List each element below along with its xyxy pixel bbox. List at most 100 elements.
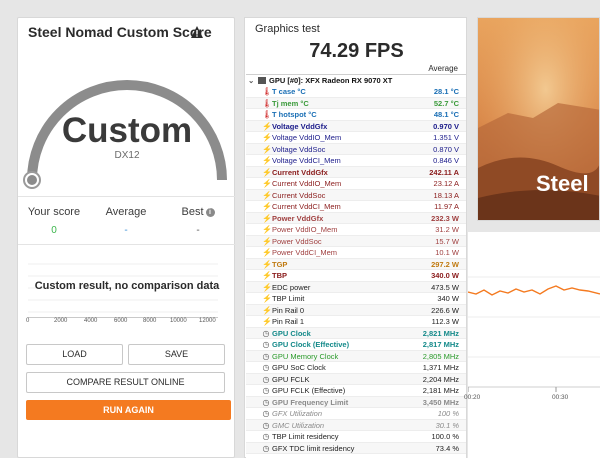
your-score-value: 0 bbox=[51, 225, 57, 236]
fps-value: 74.29 FPS bbox=[309, 40, 404, 62]
warning-icon[interactable] bbox=[190, 25, 204, 39]
sensor-row[interactable]: ◷ TBP Limit residency 100.0 % bbox=[246, 431, 466, 443]
sensor-row[interactable]: ⚡ Voltage VddCI_Mem 0.846 V bbox=[246, 155, 466, 167]
axis-tick: 2000 bbox=[54, 318, 68, 324]
sensor-name: Current VddIO_Mem bbox=[272, 179, 342, 188]
clock-icon: ◷ bbox=[262, 363, 270, 372]
sensor-row[interactable]: ◷ GPU Memory Clock 2,805 MHz bbox=[246, 350, 466, 362]
thermometer-icon: 🌡 bbox=[262, 110, 273, 119]
sensor-name: GPU FCLK (Effective) bbox=[272, 386, 346, 395]
sensor-row[interactable]: 🌡 T hotspot °C 48.1 °C bbox=[246, 109, 466, 121]
sensor-group-title: GPU [#0]: XFX Radeon RX 9070 XT bbox=[269, 76, 393, 85]
sensor-row[interactable]: ⚡ Power VddSoc 15.7 W bbox=[246, 235, 466, 247]
average-value: - bbox=[124, 225, 128, 236]
sensor-row[interactable]: ⚡ Voltage VddGfx 0.970 V bbox=[246, 120, 466, 132]
sensor-value: 232.3 W bbox=[431, 213, 459, 223]
sensor-value: 18.13 A bbox=[433, 190, 459, 200]
sensor-value: 1.351 V bbox=[433, 133, 459, 142]
sensor-panel[interactable]: ⌄ GPU [#0]: XFX Radeon RX 9070 XT 🌡 T case… bbox=[246, 74, 466, 458]
sensor-value: 0.846 V bbox=[433, 156, 459, 165]
axis-tick: 8000 bbox=[143, 318, 157, 324]
clock-icon: ◷ bbox=[262, 443, 270, 453]
sensor-row[interactable]: ◷ GFX Utilization 100 % bbox=[246, 408, 466, 420]
clock-icon: ◷ bbox=[262, 432, 270, 441]
thermometer-icon: 🌡 bbox=[262, 87, 273, 96]
sensor-row[interactable]: ⚡ Power VddGfx 232.3 W bbox=[246, 212, 466, 224]
sensor-name: GFX Utilization bbox=[272, 409, 323, 418]
sensor-name: Voltage VddSoc bbox=[272, 144, 326, 154]
sensor-row[interactable]: ◷ GPU FCLK (Effective) 2,181 MHz bbox=[246, 385, 466, 397]
sensor-name: Pin Rail 0 bbox=[272, 305, 305, 315]
sensor-row[interactable]: 🌡 Tj mem °C 52.7 °C bbox=[246, 97, 466, 109]
sensor-row[interactable]: ⚡ Current VddCI_Mem 11.97 A bbox=[246, 201, 466, 213]
chart-axis bbox=[28, 317, 218, 318]
sensor-value: 340 W bbox=[437, 294, 459, 303]
sensor-row[interactable]: ⚡ Power VddCI_Mem 10.1 W bbox=[246, 247, 466, 259]
sensor-row[interactable]: ⚡ TBP Limit 340 W bbox=[246, 293, 466, 305]
sensor-row[interactable]: ⚡ Voltage VddSoc 0.870 V bbox=[246, 143, 466, 155]
sensor-row[interactable]: ⚡ Pin Rail 0 226.6 W bbox=[246, 304, 466, 316]
sensor-row[interactable]: ⚡ Current VddGfx 242.11 A bbox=[246, 166, 466, 178]
sensor-name: TBP Limit residency bbox=[272, 432, 339, 441]
sensor-row[interactable]: ◷ GFX TDC limit residency 73.4 % bbox=[246, 442, 466, 454]
sensor-value: 112.3 W bbox=[431, 317, 459, 326]
load-button[interactable]: LOAD bbox=[26, 344, 123, 365]
collapse-chevron-icon[interactable]: ⌄ bbox=[248, 76, 255, 85]
sensor-row[interactable]: ◷ GPU SoC Clock 1,371 MHz bbox=[246, 362, 466, 374]
axis-tick: 4000 bbox=[84, 318, 98, 324]
sensor-value: 30.1 % bbox=[435, 420, 459, 430]
sensor-name: Voltage VddCI_Mem bbox=[272, 156, 341, 165]
sensor-name: Power VddSoc bbox=[272, 236, 322, 246]
clock-icon: ◷ bbox=[262, 328, 270, 338]
sensor-row[interactable]: ◷ GPU FCLK 2,204 MHz bbox=[246, 373, 466, 385]
info-icon[interactable]: i bbox=[205, 208, 215, 217]
sensor-name: TGP bbox=[272, 259, 288, 269]
sensor-row[interactable]: ⚡ Voltage VddIO_Mem 1.351 V bbox=[246, 132, 466, 144]
sensor-group-header[interactable]: ⌄ GPU [#0]: XFX Radeon RX 9070 XT bbox=[246, 75, 466, 86]
lightning-icon: ⚡ bbox=[262, 225, 272, 234]
sensor-name: GFX TDC limit residency bbox=[272, 443, 355, 453]
sensor-value: 242.11 A bbox=[429, 167, 459, 177]
sensor-row[interactable]: ⚡ Power VddIO_Mem 31.2 W bbox=[246, 224, 466, 236]
clock-icon: ◷ bbox=[262, 374, 270, 384]
sensor-name: Voltage VddGfx bbox=[272, 121, 328, 131]
axis-tick: 6000 bbox=[114, 318, 128, 324]
sensor-row[interactable]: ⚡ TBP 340.0 W bbox=[246, 270, 466, 282]
sensor-name: Power VddIO_Mem bbox=[272, 225, 338, 234]
lightning-icon: ⚡ bbox=[262, 121, 272, 131]
best-stat: Best i - bbox=[162, 206, 234, 236]
sensor-row[interactable]: ◷ GPU Frequency Limit 3,450 MHz bbox=[246, 396, 466, 408]
sensor-row[interactable]: ⚡ Current VddIO_Mem 23.12 A bbox=[246, 178, 466, 190]
average-label: Average bbox=[105, 206, 147, 218]
sensor-name: EDC power bbox=[272, 282, 311, 292]
sensor-value: 340.0 W bbox=[431, 271, 459, 280]
sensor-value: 10.1 W bbox=[435, 248, 459, 257]
desert-scene-image bbox=[478, 18, 599, 220]
save-button[interactable]: SAVE bbox=[128, 344, 225, 365]
sensor-row[interactable]: ◷ GPU Clock 2,821 MHz bbox=[246, 327, 466, 339]
sensor-name: Power VddCI_Mem bbox=[272, 248, 338, 257]
sensor-value: 31.2 W bbox=[435, 225, 459, 234]
lightning-icon: ⚡ bbox=[262, 133, 272, 142]
axis-tick: 12000 bbox=[199, 318, 216, 324]
sensor-value: 28.1 °C bbox=[433, 87, 459, 96]
sensor-value: 2,817 MHz bbox=[422, 340, 459, 349]
fps-line-graph bbox=[467, 276, 600, 392]
hero-image: Steel bbox=[477, 17, 600, 221]
sensor-value: 23.12 A bbox=[433, 179, 459, 188]
average-stat: Average - bbox=[90, 206, 162, 236]
lightning-icon: ⚡ bbox=[262, 259, 272, 269]
sensor-row[interactable]: ⚡ EDC power 473.5 W bbox=[246, 281, 466, 293]
sensor-row[interactable]: 🌡 T case °C 28.1 °C bbox=[246, 86, 466, 98]
lightning-icon: ⚡ bbox=[262, 236, 272, 246]
sensor-name: T case °C bbox=[272, 87, 306, 96]
compare-result-online-button[interactable]: COMPARE RESULT ONLINE bbox=[26, 372, 225, 393]
sensor-row[interactable]: ⚡ Current VddSoc 18.13 A bbox=[246, 189, 466, 201]
sensor-row[interactable]: ⚡ TGP 297.2 W bbox=[246, 258, 466, 270]
run-again-button[interactable]: RUN AGAIN bbox=[26, 400, 231, 420]
sensor-row[interactable]: ◷ GPU Clock (Effective) 2,817 MHz bbox=[246, 339, 466, 351]
lightning-icon: ⚡ bbox=[262, 167, 272, 177]
sensor-name: GPU Clock (Effective) bbox=[272, 340, 350, 349]
sensor-row[interactable]: ◷ GMC Utilization 30.1 % bbox=[246, 419, 466, 431]
sensor-row[interactable]: ⚡ Pin Rail 1 112.3 W bbox=[246, 316, 466, 328]
